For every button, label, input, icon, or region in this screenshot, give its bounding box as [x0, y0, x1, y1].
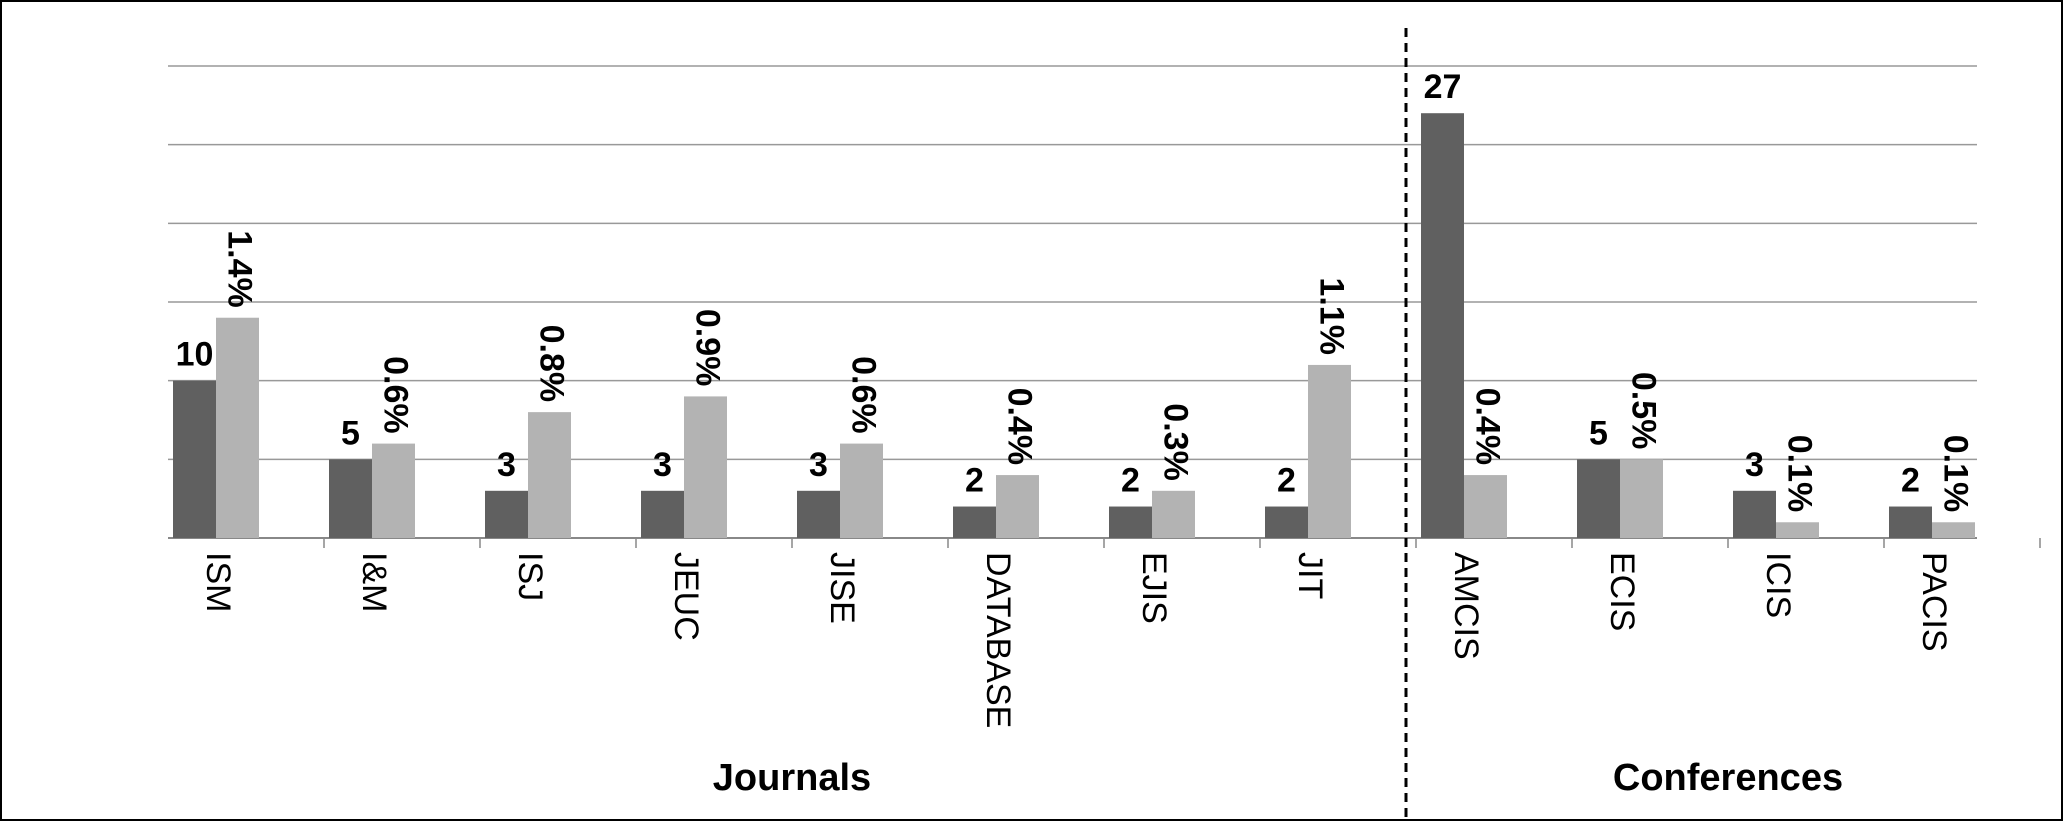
bar	[1421, 113, 1464, 538]
bar	[1776, 522, 1819, 538]
data-label: 0.4%	[1469, 388, 1507, 466]
data-label: 2	[1121, 462, 1140, 500]
data-label: 0.6%	[845, 356, 883, 434]
bar	[1733, 490, 1776, 538]
x-tick-label: JIT	[1291, 552, 1329, 599]
x-tick-label: JEUC	[667, 552, 705, 641]
data-label: 0.3%	[1157, 403, 1195, 481]
data-label: 0.8%	[533, 325, 571, 403]
bar	[1464, 475, 1507, 538]
bar	[372, 443, 415, 538]
data-label: 1.4%	[221, 230, 259, 308]
bar	[1620, 459, 1663, 538]
bar	[1152, 490, 1195, 538]
data-label: 0.5%	[1625, 372, 1663, 450]
x-tick-label: EJIS	[1135, 552, 1173, 624]
data-label: 1.1%	[1313, 277, 1351, 355]
bar	[641, 490, 684, 538]
data-label: 5	[1589, 414, 1608, 452]
data-label: 0.1%	[1781, 435, 1819, 513]
data-label: 3	[1745, 446, 1764, 484]
x-tick-label: ISM	[199, 552, 237, 612]
data-label: 27	[1424, 68, 1462, 106]
bar	[953, 506, 996, 538]
bar	[797, 490, 840, 538]
x-tick-label: ECIS	[1603, 552, 1641, 631]
data-label: 3	[809, 446, 828, 484]
bar	[1889, 506, 1932, 538]
x-tick-label: DATABASE	[979, 552, 1017, 728]
bar	[528, 412, 571, 538]
data-label: 5	[341, 414, 360, 452]
bar	[1109, 506, 1152, 538]
bar	[684, 396, 727, 538]
data-label: 0.1%	[1937, 435, 1975, 513]
data-label: 2	[965, 462, 984, 500]
bar	[840, 443, 883, 538]
bar	[173, 380, 216, 538]
x-tick-label: AMCIS	[1447, 552, 1485, 660]
data-label: 3	[497, 446, 516, 484]
data-label: 3	[653, 446, 672, 484]
x-tick-label: PACIS	[1915, 552, 1953, 652]
group-label: Journals	[713, 757, 871, 799]
x-tick-label: ICIS	[1759, 552, 1797, 618]
x-tick-label: I&M	[355, 552, 393, 612]
bar	[996, 475, 1039, 538]
bar	[216, 317, 259, 538]
data-label: 0.6%	[377, 356, 415, 434]
x-tick-label: ISJ	[511, 552, 549, 601]
bar	[1265, 506, 1308, 538]
bar	[1308, 364, 1351, 538]
data-label: 2	[1901, 462, 1920, 500]
x-tick-label: JISE	[823, 552, 861, 624]
data-label: 0.4%	[1001, 388, 1039, 466]
group-label: Conferences	[1613, 757, 1843, 799]
bar	[1932, 522, 1975, 538]
bar	[1577, 459, 1620, 538]
data-label: 0.9%	[689, 309, 727, 387]
data-label: 10	[176, 336, 214, 374]
bar	[329, 459, 372, 538]
data-label: 2	[1277, 462, 1296, 500]
bar	[485, 490, 528, 538]
